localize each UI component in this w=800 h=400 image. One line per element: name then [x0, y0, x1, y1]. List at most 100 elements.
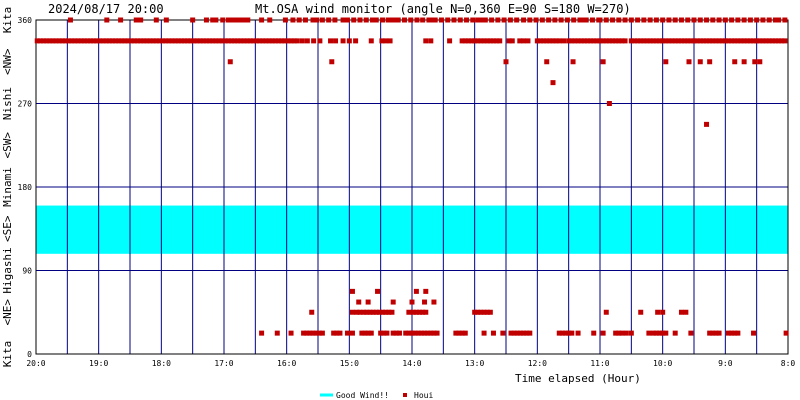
houi-point	[422, 299, 428, 305]
chart-timestamp: 2024/08/17 20:00	[48, 2, 164, 16]
houi-point	[409, 299, 415, 305]
houi-point	[259, 17, 265, 23]
houi-point	[550, 38, 556, 44]
houi-point	[710, 17, 716, 23]
houi-point	[175, 38, 181, 44]
houi-point	[428, 38, 434, 44]
x-tick-label: 11:0	[590, 359, 609, 368]
houi-point	[349, 309, 355, 315]
houi-point	[428, 330, 434, 336]
houi-point	[571, 17, 577, 23]
houi-point	[133, 17, 139, 23]
houi-point	[575, 330, 581, 336]
houi-point	[118, 17, 124, 23]
houi-point	[423, 288, 429, 294]
houi-point	[431, 299, 437, 305]
houi-point	[422, 330, 428, 336]
houi-point	[222, 38, 228, 44]
houi-point	[383, 309, 389, 315]
y-direction-label: <SE>	[1, 215, 14, 242]
x-tick-label: 13:0	[465, 359, 484, 368]
x-tick-label: 8:0	[781, 359, 796, 368]
houi-point	[368, 330, 374, 336]
houi-point	[456, 330, 462, 336]
houi-point	[288, 38, 294, 44]
houi-point	[188, 38, 194, 44]
houi-point	[144, 38, 150, 44]
houi-point	[583, 17, 589, 23]
houi-point	[577, 17, 583, 23]
houi-point	[453, 330, 459, 336]
houi-point	[600, 38, 606, 44]
y-direction-label: Nishi	[1, 87, 14, 120]
houi-point	[387, 38, 393, 44]
houi-point	[314, 17, 320, 23]
chart-title: Mt.OSA wind monitor (angle N=0,360 E=90 …	[255, 2, 631, 16]
houi-point	[660, 309, 666, 315]
houi-point	[741, 59, 747, 65]
chart-legend: Good Wind!! Houi	[320, 391, 433, 400]
houi-point	[722, 17, 728, 23]
houi-point	[207, 38, 213, 44]
houi-point	[72, 38, 78, 44]
houi-point	[470, 17, 476, 23]
y-direction-labels: Kita <NE> Higashi <SE> Minami <SW> Nishi <NW> Ki…	[1, 7, 14, 368]
houi-point	[266, 38, 272, 44]
houi-point	[106, 38, 112, 44]
x-tick-label: 15:0	[340, 359, 359, 368]
y-direction-label: Higashi	[1, 247, 14, 293]
houi-point	[484, 38, 490, 44]
y-tick-label: 270	[18, 100, 33, 109]
houi-point	[147, 38, 153, 44]
houi-point	[190, 17, 196, 23]
houi-point	[428, 17, 434, 23]
houi-point	[413, 288, 419, 294]
houi-point	[472, 38, 478, 44]
houi-point	[365, 299, 371, 305]
houi-point	[311, 38, 317, 44]
houi-point	[741, 17, 747, 23]
houi-point	[290, 17, 296, 23]
houi-point	[678, 309, 684, 315]
houi-point	[37, 38, 43, 44]
houi-point	[340, 17, 346, 23]
houi-point	[415, 330, 421, 336]
houi-point	[508, 330, 514, 336]
houi-point	[653, 17, 659, 23]
houi-point	[666, 17, 672, 23]
houi-point	[116, 38, 122, 44]
x-tick-label: 17:0	[214, 359, 233, 368]
houi-point	[81, 38, 87, 44]
houi-point	[457, 17, 463, 23]
houi-point	[373, 309, 379, 315]
houi-point	[707, 59, 713, 65]
houi-point	[406, 330, 412, 336]
houi-point	[332, 17, 338, 23]
houi-point	[735, 17, 741, 23]
houi-point	[606, 101, 612, 106]
houi-point	[672, 38, 678, 44]
houi-point	[125, 38, 131, 44]
houi-point	[694, 38, 700, 44]
houi-point	[390, 330, 396, 336]
houi-point	[556, 330, 562, 336]
houi-point	[267, 17, 273, 23]
houi-point	[685, 38, 691, 44]
houi-point	[589, 17, 595, 23]
houi-point	[232, 17, 238, 23]
houi-point	[240, 17, 246, 23]
houi-point	[650, 330, 656, 336]
y-tick-label: 90	[22, 267, 32, 276]
houi-point	[91, 38, 97, 44]
houi-point	[392, 17, 398, 23]
houi-point	[263, 38, 269, 44]
houi-point	[719, 38, 725, 44]
houi-point	[697, 38, 703, 44]
houi-point	[675, 38, 681, 44]
houi-point	[511, 330, 517, 336]
houi-point	[272, 38, 278, 44]
houi-point	[481, 309, 487, 315]
houi-point	[462, 38, 468, 44]
houi-point	[672, 330, 678, 336]
houi-point	[663, 59, 669, 65]
